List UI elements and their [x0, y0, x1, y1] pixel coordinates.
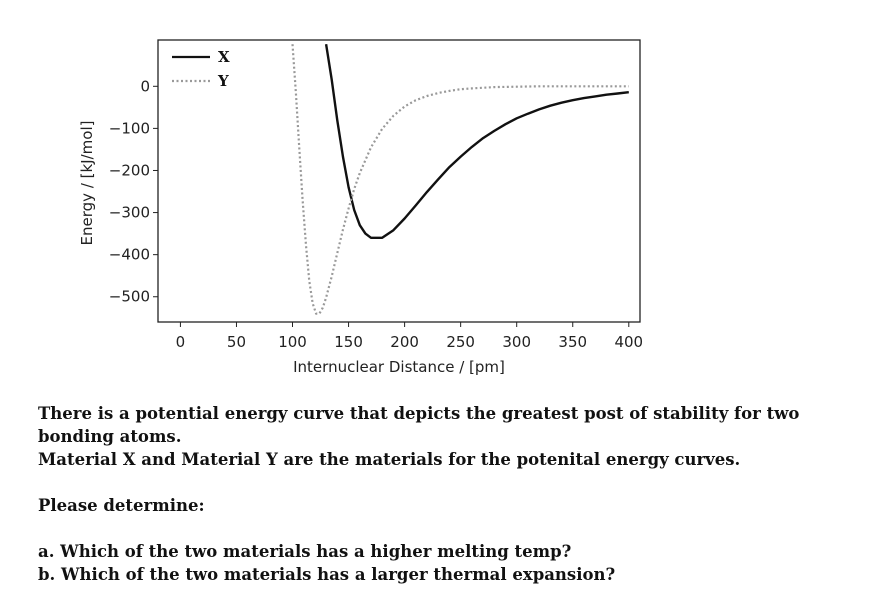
x-tick-label: 250: [446, 333, 475, 351]
x-tick-label: 200: [390, 333, 419, 351]
question-intro: There is a potential energy curve that d…: [38, 404, 800, 446]
y-tick-label: 0: [140, 77, 150, 95]
question-part-b: b. Which of the two materials has a larg…: [38, 565, 616, 584]
legend-label-y: Y: [217, 72, 229, 90]
x-tick-label: 300: [502, 333, 531, 351]
legend-label-x: X: [218, 48, 230, 66]
question-prompt: Please determine:: [38, 496, 205, 515]
x-tick-label: 150: [334, 333, 363, 351]
y-axis: 0 −100 −200 −300 −400 −500: [109, 77, 158, 306]
plot-area: [157, 39, 641, 323]
x-tick-label: 50: [227, 333, 246, 351]
x-axis-label: Internuclear Distance / [pm]: [293, 358, 505, 376]
x-tick-label: 350: [558, 333, 587, 351]
series-group: [291, 44, 629, 315]
series-line-x: [324, 44, 629, 240]
series-line-y: [291, 44, 629, 315]
legend: X Y: [172, 48, 230, 90]
y-tick-label: −300: [109, 204, 150, 222]
potential-energy-chart: 0 50 100 150 200 250 300 350 400 0 −100 −200 −300 −4…: [78, 39, 643, 376]
x-tick-label: 100: [278, 333, 307, 351]
y-tick-label: −100: [109, 119, 150, 137]
x-tick-label: 400: [614, 333, 643, 351]
x-axis: 0 50 100 150 200 250 300 350 400: [176, 322, 643, 351]
question-materials: Material X and Material Y are the materi…: [38, 450, 741, 469]
y-axis-label: Energy / [kJ/mol]: [78, 121, 96, 246]
question-text: There is a potential energy curve that d…: [38, 402, 868, 586]
y-tick-label: −400: [109, 246, 150, 264]
y-tick-label: −500: [109, 288, 150, 306]
x-tick-label: 0: [176, 333, 186, 351]
question-part-a: a. Which of the two materials has a high…: [38, 542, 572, 561]
y-tick-label: −200: [109, 161, 150, 179]
